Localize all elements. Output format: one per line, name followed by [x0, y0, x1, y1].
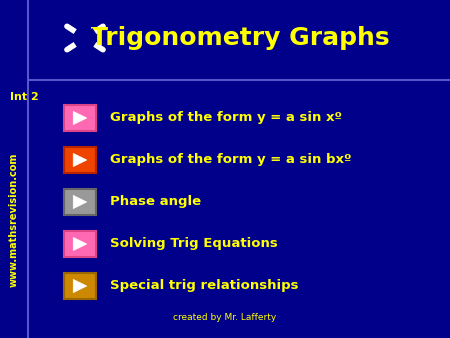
Polygon shape: [73, 195, 87, 209]
Polygon shape: [73, 153, 87, 167]
Polygon shape: [73, 237, 87, 250]
Text: Graphs of the form y = a sin xº: Graphs of the form y = a sin xº: [110, 112, 342, 124]
Polygon shape: [73, 280, 87, 293]
FancyBboxPatch shape: [64, 189, 96, 215]
FancyBboxPatch shape: [64, 105, 96, 131]
FancyBboxPatch shape: [64, 273, 96, 299]
Text: created by Mr. Lafferty: created by Mr. Lafferty: [173, 314, 277, 322]
FancyBboxPatch shape: [64, 147, 96, 173]
Text: Phase angle: Phase angle: [110, 195, 201, 209]
Polygon shape: [73, 112, 87, 125]
Text: Solving Trig Equations: Solving Trig Equations: [110, 238, 278, 250]
Text: Int 2: Int 2: [10, 92, 39, 102]
Text: Special trig relationships: Special trig relationships: [110, 280, 298, 292]
Text: www.mathsrevision.com: www.mathsrevision.com: [9, 153, 19, 287]
Text: Graphs of the form y = a sin bxº: Graphs of the form y = a sin bxº: [110, 153, 351, 167]
FancyBboxPatch shape: [64, 231, 96, 257]
Text: Trigonometry Graphs: Trigonometry Graphs: [91, 26, 389, 50]
